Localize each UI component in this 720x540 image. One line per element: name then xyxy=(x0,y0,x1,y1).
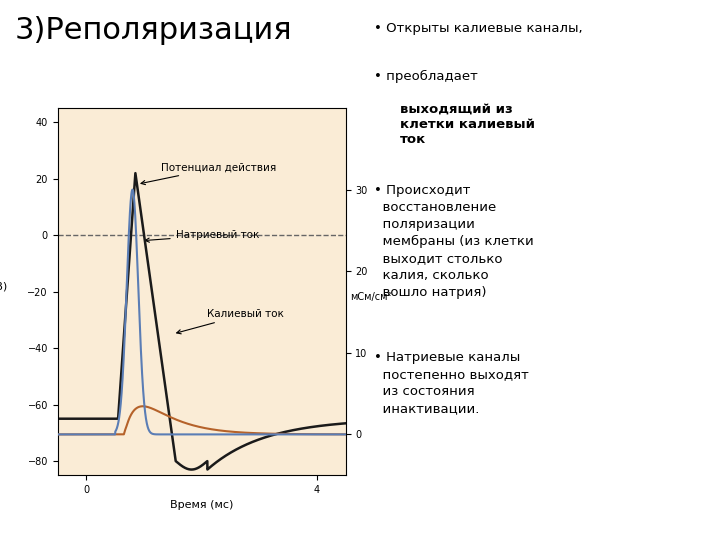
Text: 3)Реполяризация: 3)Реполяризация xyxy=(14,16,292,45)
Text: Калиевый ток: Калиевый ток xyxy=(176,309,284,334)
Text: выходящий из
клетки калиевый
ток: выходящий из клетки калиевый ток xyxy=(400,103,534,146)
Text: Натриевый ток: Натриевый ток xyxy=(145,230,259,242)
Text: • Натриевые каналы
  постепенно выходят
  из состояния
  инактивации.: • Натриевые каналы постепенно выходят из… xyxy=(374,351,529,415)
Text: • Происходит
  восстановление
  поляризации
  мембраны (из клетки
  выходит стол: • Происходит восстановление поляризации … xyxy=(374,184,534,299)
Text: • преобладает: • преобладает xyxy=(374,70,478,83)
Y-axis label: Vₘ(мВ): Vₘ(мВ) xyxy=(0,281,8,292)
Text: Потенциал действия: Потенциал действия xyxy=(141,163,276,185)
Y-axis label: мСм/см²: мСм/см² xyxy=(350,292,391,302)
X-axis label: Время (мс): Время (мс) xyxy=(170,501,233,510)
Text: • Открыты калиевые каналы,: • Открыты калиевые каналы, xyxy=(374,22,583,35)
